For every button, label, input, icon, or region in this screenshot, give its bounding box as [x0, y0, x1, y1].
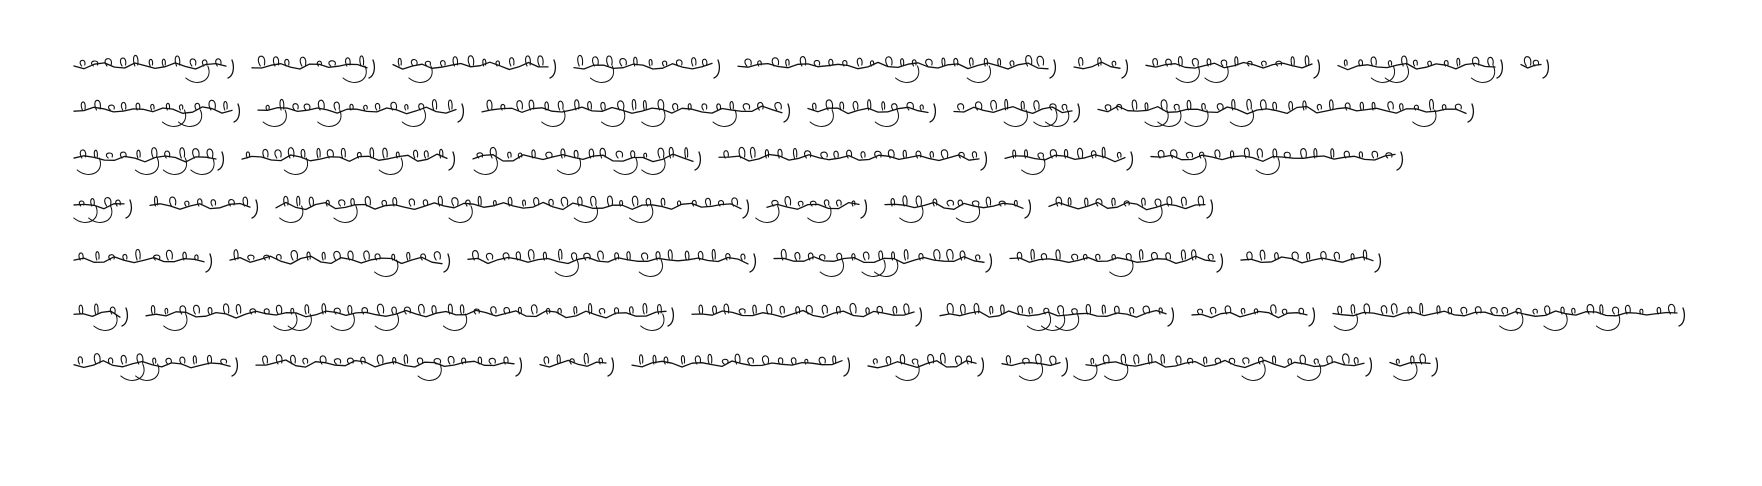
script-segment — [73, 197, 133, 223]
script-segment — [884, 195, 1032, 223]
manuscript-line — [73, 146, 1404, 175]
manuscript-line — [73, 195, 1214, 223]
script-segment — [1332, 302, 1686, 331]
script-segment — [472, 146, 702, 175]
script-segment — [1240, 249, 1382, 273]
script-segment — [773, 248, 993, 277]
script-segment — [73, 99, 241, 127]
script-segment — [755, 196, 868, 223]
script-segment — [718, 146, 988, 171]
manuscript-line — [73, 98, 1475, 127]
script-segment — [631, 353, 851, 377]
script-segment — [1520, 56, 1550, 79]
manuscript-line — [73, 248, 1382, 277]
script-segment — [255, 354, 523, 381]
script-segment — [392, 55, 557, 83]
script-segment — [257, 98, 465, 127]
manuscript-line — [73, 352, 1439, 381]
script-segment — [1001, 353, 1069, 381]
script-segment — [1073, 57, 1129, 79]
script-segment — [1150, 147, 1404, 175]
manuscript-line — [73, 302, 1686, 331]
script-segment — [149, 195, 259, 219]
script-segment — [241, 147, 456, 175]
script-segment — [1073, 353, 1373, 381]
script-segment — [691, 302, 923, 327]
script-segment — [1337, 55, 1504, 83]
script-segment — [145, 303, 675, 331]
script-segment — [73, 303, 129, 331]
script-segment — [481, 98, 791, 127]
script-segment — [953, 98, 1081, 127]
script-segment — [573, 54, 721, 83]
script-segment — [251, 55, 376, 83]
script-segment — [275, 195, 750, 223]
manuscript-line — [73, 54, 1550, 83]
script-segment — [467, 248, 757, 277]
script-segment — [1004, 146, 1134, 175]
script-segment — [73, 54, 235, 83]
script-segment — [1191, 304, 1316, 327]
script-segment — [73, 353, 239, 381]
script-segment — [73, 147, 225, 175]
script-segment — [73, 248, 213, 273]
script-segment — [939, 303, 1175, 331]
script-segment — [229, 249, 451, 277]
script-segment — [1145, 55, 1321, 83]
script-segment — [1009, 248, 1224, 277]
script-segment — [1097, 98, 1475, 127]
script-segment — [807, 99, 937, 127]
script-segment — [539, 352, 615, 377]
script-segment — [867, 352, 985, 381]
script-segment — [1389, 353, 1439, 381]
script-segment — [1048, 195, 1214, 223]
script-segment — [737, 55, 1057, 83]
